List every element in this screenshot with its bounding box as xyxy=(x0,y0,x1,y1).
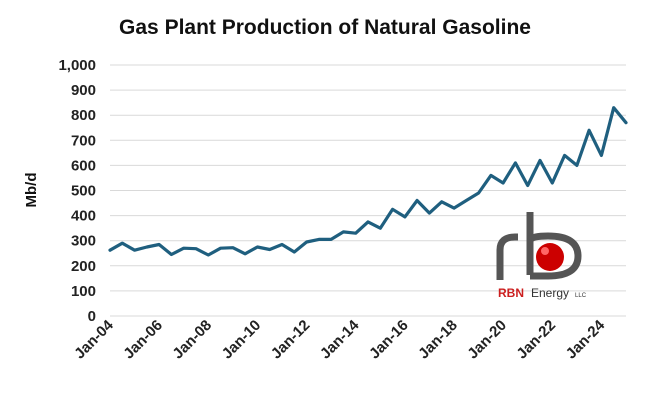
x-tick-label: Jan-08 xyxy=(169,317,215,363)
y-tick-label: 100 xyxy=(71,283,96,300)
chart-title: Gas Plant Production of Natural Gasoline xyxy=(119,16,531,39)
x-axis-ticks: Jan-04 Jan-06 Jan-08 Jan-10 Jan-12 Jan-14 Jan-… xyxy=(71,316,609,362)
logo-text: RBN Energy LLC xyxy=(498,284,587,301)
y-axis-ticks: 0 100 200 300 400 500 600 700 800 900 1,000 xyxy=(58,57,96,325)
logo-r-stroke xyxy=(496,233,518,280)
x-tick-label: Jan-12 xyxy=(268,317,314,363)
y-tick-label: 600 xyxy=(71,157,96,174)
y-tick-label: 900 xyxy=(71,82,96,99)
logo-word: Energy xyxy=(531,286,569,300)
x-tick-label: Jan-10 xyxy=(219,317,265,363)
y-axis-label: Mb/d xyxy=(23,173,40,208)
y-tick-label: 500 xyxy=(71,183,96,200)
x-tick-label: Jan-20 xyxy=(464,317,510,363)
x-tick-label: Jan-18 xyxy=(415,317,461,363)
logo-b-bowl xyxy=(526,232,582,280)
y-tick-label: 300 xyxy=(71,233,96,250)
y-tick-label: 800 xyxy=(71,107,96,124)
gridlines xyxy=(110,64,626,317)
y-tick-label: 200 xyxy=(71,258,96,275)
rbn-energy-logo: RBN Energy LLC xyxy=(496,212,587,301)
logo-suffix: LLC xyxy=(575,293,587,299)
y-tick-label: 0 xyxy=(88,308,96,325)
x-tick-label: Jan-14 xyxy=(317,316,363,362)
y-tick-label: 1,000 xyxy=(58,57,96,74)
series-line xyxy=(108,106,628,257)
logo-ball-highlight xyxy=(541,247,549,255)
x-tick-label: Jan-06 xyxy=(120,317,166,363)
x-tick-label: Jan-16 xyxy=(366,317,412,363)
y-tick-label: 400 xyxy=(71,208,96,225)
x-tick-label: Jan-22 xyxy=(513,317,559,363)
logo-red-ball xyxy=(536,243,564,271)
y-tick-label: 700 xyxy=(71,132,96,149)
logo-brand: RBN xyxy=(498,286,524,300)
x-tick-label: Jan-24 xyxy=(563,316,609,362)
